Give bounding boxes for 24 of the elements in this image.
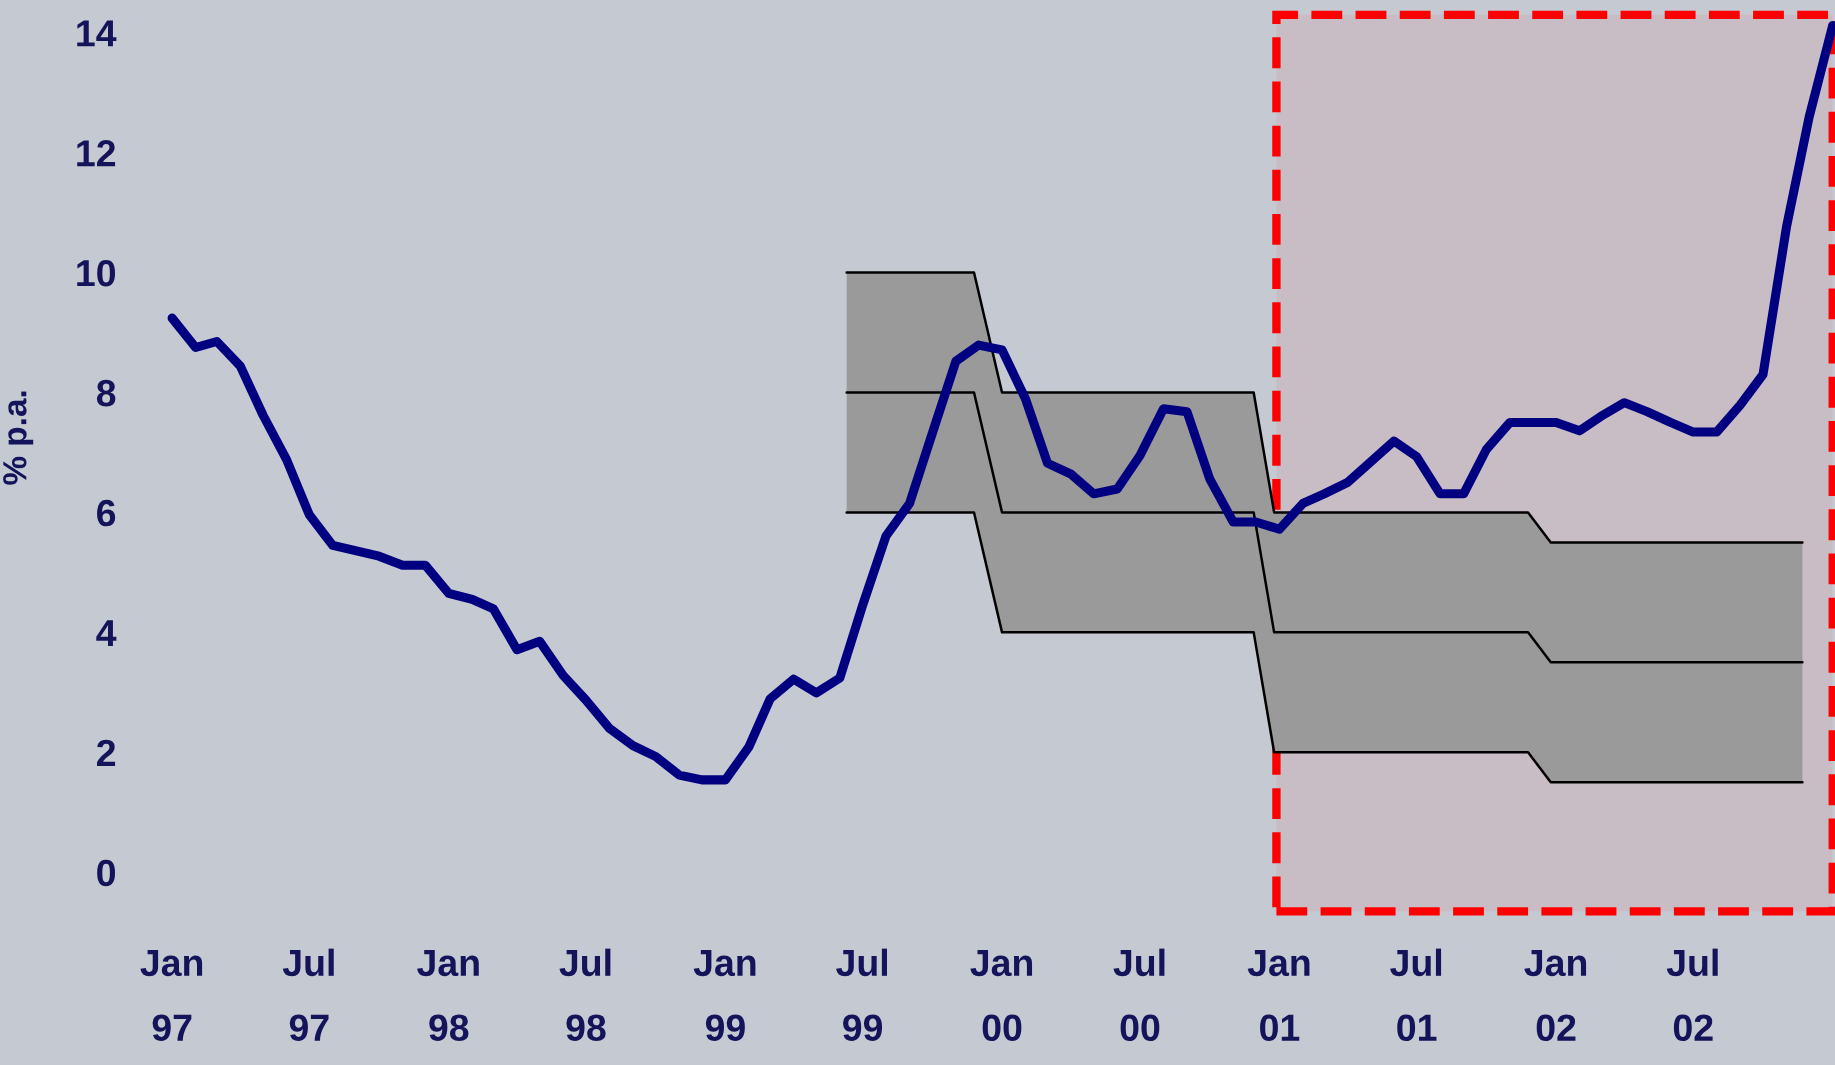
x-tick-label: Jan 01 (1247, 950, 1310, 1042)
y-tick-label: 14 (77, 20, 117, 47)
line-series (845, 391, 1804, 664)
line-series (845, 511, 1804, 784)
x-tick-label: Jul 97 (282, 948, 334, 1042)
x-tick-label: Jan 00 (970, 950, 1033, 1042)
y-axis-title: % p.a. (3, 391, 34, 485)
x-tick-label: Jul 01 (1390, 948, 1442, 1042)
x-tick-label: Jul 99 (836, 948, 888, 1042)
x-tick-label: Jan 02 (1524, 950, 1587, 1042)
x-tick-label: Jul 98 (559, 948, 611, 1042)
y-tick-label: 12 (77, 139, 116, 167)
y-tick-label: 2 (97, 739, 116, 766)
y-tick-label: 8 (96, 379, 116, 407)
x-tick-label: Jan 97 (140, 950, 203, 1042)
x-tick-label: Jul 02 (1666, 948, 1718, 1042)
x-tick-label: Jan 98 (417, 950, 479, 1042)
y-tick-label: 0 (97, 859, 116, 887)
x-tick-label: Jul 00 (1113, 948, 1165, 1042)
y-tick-label: 10 (77, 259, 116, 287)
y-tick-label: 4 (96, 620, 117, 646)
x-tick-label: Jan 99 (693, 950, 756, 1042)
y-tick-label: 6 (97, 499, 116, 527)
line-series (845, 271, 1804, 544)
